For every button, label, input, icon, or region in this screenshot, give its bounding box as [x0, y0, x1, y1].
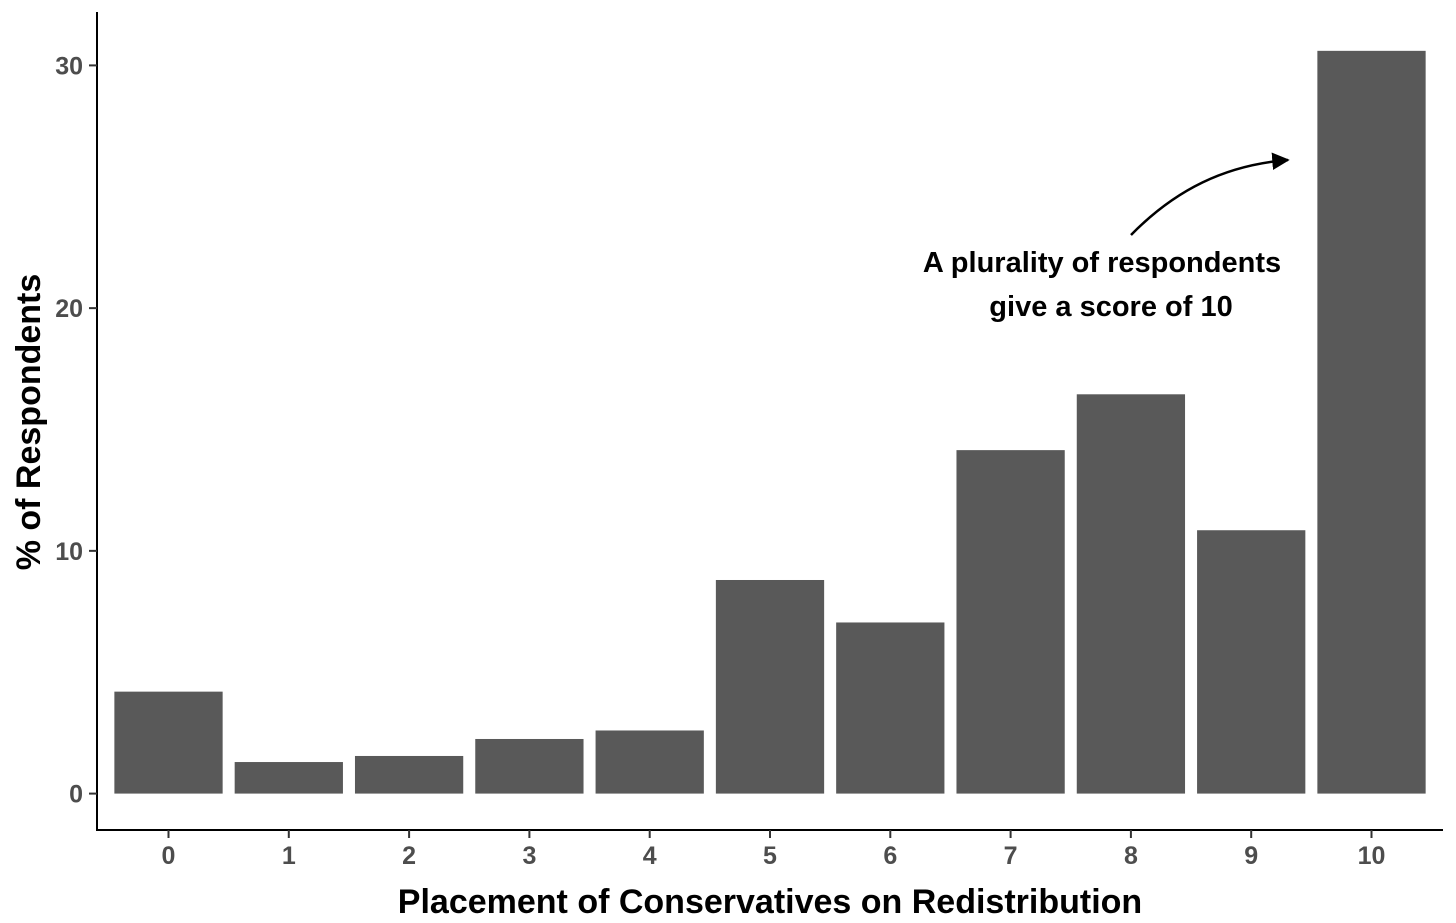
y-tick-label-30: 30: [55, 52, 83, 80]
x-axis-ticks: 0 1 2 3 4 5 6 7 8 9 10: [162, 830, 1386, 870]
x-tick-label-6: 6: [883, 842, 897, 870]
annotation-line-2: give a score of 10: [989, 291, 1232, 323]
bar-10: [1317, 50, 1426, 794]
bar-9: [1197, 530, 1306, 794]
bar-7: [956, 450, 1065, 794]
x-tick-label-4: 4: [643, 842, 657, 870]
x-tick-label-5: 5: [763, 842, 777, 870]
bar-8: [1076, 394, 1186, 794]
y-axis-title: % of Respondents: [10, 274, 48, 571]
y-tick-label-0: 0: [69, 781, 83, 809]
bar-1: [234, 762, 343, 794]
x-tick-label-0: 0: [162, 842, 176, 870]
y-tick-label-10: 10: [55, 538, 83, 566]
y-tick-label-20: 20: [55, 295, 83, 323]
x-tick-label-7: 7: [1004, 842, 1018, 870]
x-tick-label-2: 2: [402, 842, 416, 870]
annotation-line-1: A plurality of respondents: [923, 247, 1281, 279]
bar-4: [595, 730, 704, 794]
x-tick-label-8: 8: [1124, 842, 1138, 870]
bars-group: [114, 50, 1426, 794]
y-axis-ticks: 0 10 20 30: [55, 52, 97, 809]
bar-2: [354, 755, 464, 794]
bar-3: [475, 738, 584, 794]
bar-6: [836, 622, 945, 794]
x-tick-label-9: 9: [1244, 842, 1258, 870]
bar-0: [114, 691, 223, 794]
bar-5: [715, 579, 825, 794]
x-axis-title: Placement of Conservatives on Redistribu…: [398, 883, 1142, 921]
x-tick-label-1: 1: [282, 842, 296, 870]
x-tick-label-3: 3: [522, 842, 536, 870]
annotation-arrow: [1130, 152, 1290, 236]
x-tick-label-10: 10: [1358, 842, 1386, 870]
